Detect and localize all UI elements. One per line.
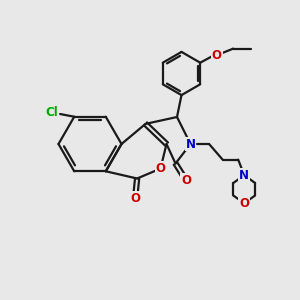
Text: O: O bbox=[155, 162, 166, 175]
Text: O: O bbox=[212, 49, 222, 62]
Text: Cl: Cl bbox=[45, 106, 58, 119]
Text: O: O bbox=[181, 173, 191, 187]
Text: O: O bbox=[239, 197, 249, 210]
Text: N: N bbox=[239, 169, 249, 182]
Text: O: O bbox=[130, 191, 141, 205]
Text: N: N bbox=[185, 137, 196, 151]
